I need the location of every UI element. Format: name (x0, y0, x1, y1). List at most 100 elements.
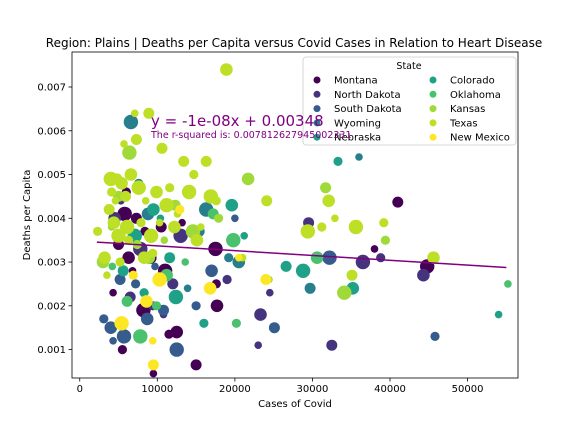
point-texas (111, 197, 120, 205)
point-north-dakota (355, 254, 371, 270)
point-texas (143, 107, 155, 119)
point-south-dakota (268, 322, 280, 334)
point-new-mexico (147, 359, 159, 371)
point-texas (346, 269, 358, 281)
point-texas (155, 218, 164, 227)
point-north-dakota (222, 274, 232, 285)
point-texas (107, 187, 117, 197)
point-montana (117, 345, 127, 355)
point-south-dakota (104, 321, 118, 335)
x-tick-label: 0 (77, 384, 83, 395)
point-nebraska (168, 289, 184, 305)
x-tick-label: 20000 (219, 384, 251, 395)
point-south-dakota (140, 312, 154, 326)
point-texas (98, 251, 111, 264)
legend-label-montana: Montana (334, 76, 378, 87)
point-texas (331, 214, 339, 223)
point-texas (141, 197, 150, 205)
legend-label-wyoming: Wyoming (334, 118, 381, 129)
legend-label-kansas: Kansas (450, 104, 485, 115)
legend-title: State (396, 61, 421, 72)
point-new-mexico (152, 272, 167, 287)
point-texas (143, 228, 159, 243)
point-new-mexico (175, 204, 185, 215)
point-south-dakota (114, 274, 126, 285)
y-axis-label: Deaths per Capita (22, 170, 33, 261)
point-kansas (241, 172, 255, 186)
point-nebraska (240, 232, 248, 240)
point-texas (119, 219, 135, 235)
legend-marker-kansas (429, 105, 437, 113)
point-new-mexico (203, 282, 217, 295)
legend-label-texas: Texas (449, 118, 478, 129)
legend-marker-oklahoma (429, 90, 437, 98)
point-montana (210, 299, 224, 313)
point-wyoming (355, 153, 363, 161)
x-axis: 0 10000 20000 30000 40000 50000 (77, 378, 484, 395)
point-texas (137, 251, 151, 264)
point-nebraska (147, 203, 160, 216)
legend-marker-north-dakota (313, 90, 321, 98)
point-north-dakota (254, 341, 262, 350)
point-north-dakota (376, 253, 386, 263)
point-south-dakota (169, 342, 184, 357)
point-texas (379, 218, 389, 228)
point-wyoming (304, 282, 316, 294)
legend-label-oklahoma: Oklahoma (450, 90, 501, 101)
y-tick-label: 0.004 (37, 214, 66, 225)
regression-r-squared: The r-squared is: 0.007812627945002331 (150, 130, 352, 141)
point-texas (120, 140, 128, 148)
point-new-mexico (260, 274, 272, 285)
point-texas (181, 184, 197, 200)
point-texas (168, 220, 181, 234)
point-texas (178, 155, 190, 167)
points-layer (93, 63, 512, 378)
point-texas (111, 228, 126, 243)
y-tick-label: 0.002 (37, 301, 66, 312)
legend-label-nebraska: Nebraska (334, 133, 381, 144)
point-texas (150, 185, 163, 199)
legend-label-south-dakota: South Dakota (334, 104, 402, 115)
chart-title: Region: Plains | Deaths per Capita versu… (46, 36, 542, 50)
legend: State Montana North Dakota South Dakota Wyo… (302, 56, 517, 146)
point-montana (149, 369, 158, 378)
point-texas (93, 226, 103, 236)
point-wyoming (123, 114, 139, 130)
point-kansas (320, 182, 332, 194)
point-texas (197, 223, 205, 231)
point-wyoming (183, 284, 192, 293)
legend-marker-texas (429, 119, 437, 127)
point-nebraska (139, 288, 149, 298)
point-montana (370, 245, 379, 253)
point-south-dakota (151, 262, 159, 271)
point-new-mexico (128, 270, 138, 280)
point-texas (300, 224, 315, 239)
point-south-dakota (430, 331, 440, 341)
point-nebraska (295, 263, 311, 278)
point-oklahoma (108, 262, 117, 271)
point-texas (124, 235, 134, 245)
point-south-dakota (231, 214, 239, 223)
point-texas (115, 257, 125, 267)
y-tick-label: 0.003 (37, 258, 66, 269)
point-north-dakota (417, 268, 430, 282)
point-nebraska (333, 156, 343, 166)
point-texas (322, 194, 336, 208)
point-montana (109, 288, 117, 297)
point-south-dakota (109, 337, 117, 345)
point-nebraska (225, 198, 239, 212)
point-texas (131, 109, 139, 118)
y-axis: 0.001 0.002 0.003 0.004 0.005 0.006 0.007 (37, 83, 72, 356)
y-tick-label: 0.001 (37, 345, 66, 356)
y-tick-label: 0.005 (37, 170, 66, 181)
legend-marker-new-mexico (429, 133, 437, 141)
regression-equation: y = -1e-08x + 0.00348 (151, 112, 324, 130)
x-tick-label: 50000 (452, 384, 484, 395)
point-south-dakota (322, 250, 337, 265)
point-oklahoma (121, 295, 133, 307)
point-montana (190, 359, 202, 371)
y-tick-label: 0.006 (37, 126, 66, 137)
point-texas (103, 271, 111, 280)
point-nebraska (164, 252, 176, 264)
